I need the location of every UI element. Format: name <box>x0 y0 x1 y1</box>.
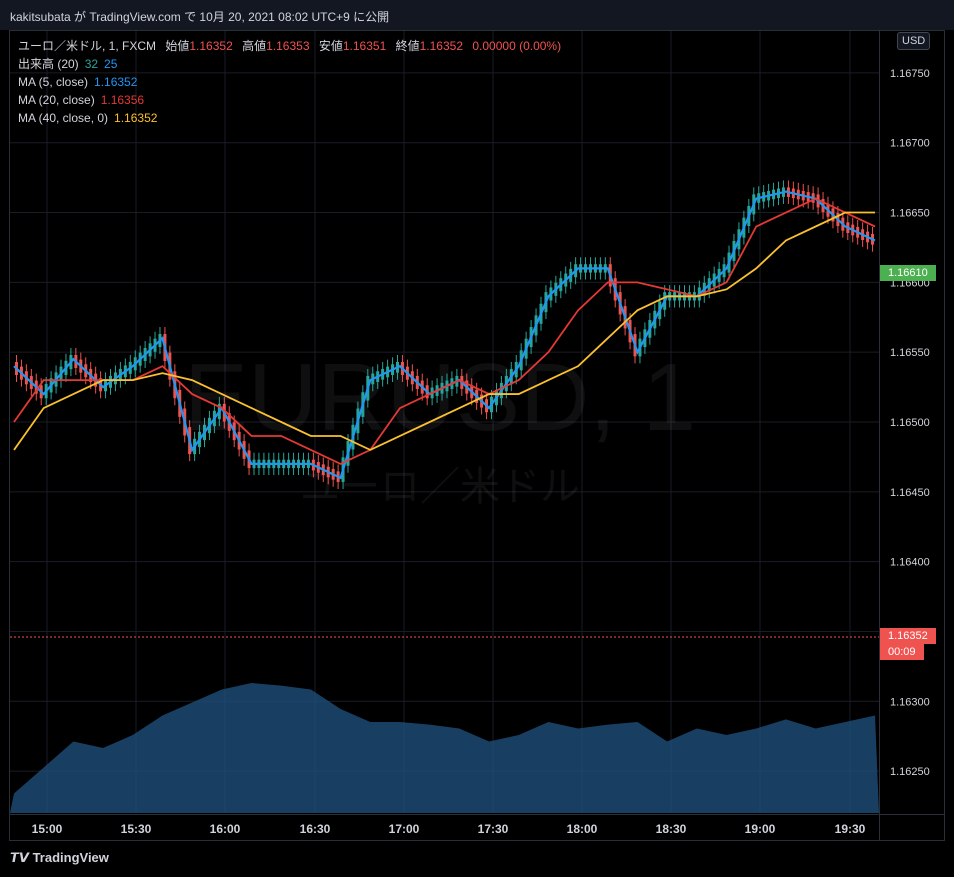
x-tick-label: 17:30 <box>478 822 509 836</box>
open-label: 始値 <box>165 39 190 53</box>
current-price-badge: 1.16352 <box>880 628 936 644</box>
volume-value-1: 32 <box>84 57 99 71</box>
low-label: 安値 <box>318 39 343 53</box>
x-axis-ticks: 15:00 15:30 16:00 16:30 17:00 17:30 18:00 18:30… <box>32 822 866 836</box>
currency-button[interactable]: USD <box>897 32 931 50</box>
x-tick-label: 18:00 <box>567 822 598 836</box>
tradingview-brand: TradingView <box>32 850 109 865</box>
ma20-row[interactable]: MA (20, close) 1.16356 <box>18 91 567 109</box>
legend: ユーロ／米ドル, 1, FXCM 始値1.16352 高値1.16353 安値1… <box>18 37 567 127</box>
tv-logo-icon: 𝙏𝙑 <box>10 850 29 865</box>
last-price-badge: 1.16610 <box>880 265 936 281</box>
x-tick-label: 15:30 <box>121 822 152 836</box>
x-tick-label: 19:30 <box>835 822 866 836</box>
countdown-badge: 00:09 <box>880 644 924 660</box>
volume-value-2: 25 <box>104 57 118 71</box>
y-tick-label: 1.16500 <box>890 417 930 429</box>
watermark-symbol: EURUSD, 1 <box>184 344 696 451</box>
ma5-row[interactable]: MA (5, close) 1.16352 <box>18 73 567 91</box>
chart-frame <box>9 30 945 841</box>
price-axis-separator <box>879 30 880 841</box>
x-tick-label: 16:30 <box>300 822 331 836</box>
x-tick-label: 18:30 <box>656 822 687 836</box>
volume-area <box>10 683 879 813</box>
close-label: 終値 <box>395 39 420 53</box>
tradingview-logo[interactable]: 𝙏𝙑 TradingView <box>10 850 109 866</box>
open-value: 1.16352 <box>189 39 233 53</box>
ma20-line <box>13 197 876 465</box>
close-value: 1.16352 <box>419 39 464 53</box>
volume-row[interactable]: 出来高 (20) 32 25 <box>18 55 567 73</box>
high-label: 高値 <box>242 39 267 53</box>
x-tick-label: 17:00 <box>389 822 420 836</box>
ma40-line <box>13 211 875 451</box>
x-tick-label: 19:00 <box>745 822 776 836</box>
ma40-label: MA (40, close, 0) <box>18 111 109 125</box>
ma-lines <box>13 190 876 480</box>
ma20-value: 1.16356 <box>100 93 145 107</box>
ma5-value: 1.16352 <box>94 75 138 89</box>
symbol-name[interactable]: ユーロ／米ドル, 1, FXCM <box>18 39 157 53</box>
x-tick-label: 15:00 <box>32 822 63 836</box>
y-tick-label: 1.16400 <box>890 557 930 569</box>
y-tick-label: 1.16250 <box>890 766 930 778</box>
top-bar: kakitsubata が TradingView.com で 10月 20, … <box>0 0 954 30</box>
symbol-row: ユーロ／米ドル, 1, FXCM 始値1.16352 高値1.16353 安値1… <box>18 37 567 55</box>
watermark: EURUSD, 1 ユーロ／米ドル <box>184 344 696 509</box>
y-tick-label: 1.16450 <box>890 487 930 499</box>
y-tick-label: 1.16300 <box>890 696 930 708</box>
x-tick-label: 16:00 <box>210 822 241 836</box>
y-tick-label: 1.16700 <box>890 138 930 150</box>
ma20-label: MA (20, close) <box>18 93 95 107</box>
volume-label: 出来高 (20) <box>18 57 79 71</box>
low-value: 1.16351 <box>342 39 387 53</box>
y-tick-label: 1.16750 <box>890 68 930 80</box>
y-tick-label: 1.16650 <box>890 208 930 220</box>
y-tick-label: 1.16550 <box>890 347 930 359</box>
ma40-row[interactable]: MA (40, close, 0) 1.16352 <box>18 109 567 127</box>
ma5-label: MA (5, close) <box>18 75 89 89</box>
change-value: 0.00000 (0.00%) <box>472 39 562 53</box>
high-value: 1.16353 <box>266 39 310 53</box>
watermark-name: ユーロ／米ドル <box>300 465 580 509</box>
ma40-value: 1.16352 <box>114 111 158 125</box>
y-axis-ticks: 1.167501.167001.166501.166001.165501.165… <box>890 68 930 778</box>
publisher-info: kakitsubata が TradingView.com で 10月 20, … <box>10 10 390 24</box>
time-axis-separator <box>9 814 945 815</box>
volume-area-path <box>10 683 879 813</box>
